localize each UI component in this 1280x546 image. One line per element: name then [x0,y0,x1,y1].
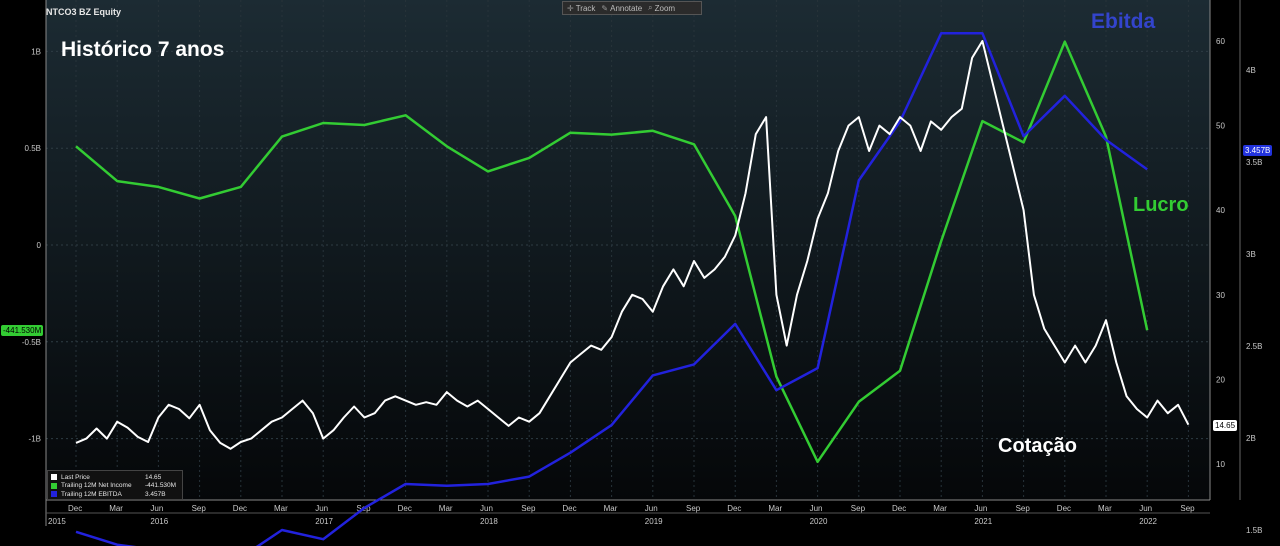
x-tick-label: Dec [233,504,247,513]
legend-swatch [51,474,57,481]
series-line-last-price [75,40,1190,450]
year-tick-label: 2017 [315,517,333,526]
left-tick-label: -1B [29,435,41,444]
ebitda-tick-label: 4B [1246,66,1256,75]
x-tick-label: Dec [727,504,741,513]
x-tick-label: Jun [645,504,658,513]
year-tick-label: 2022 [1139,517,1157,526]
year-tick-label: 2018 [480,517,498,526]
legend-item-last-price: Last Price 14.65 [51,473,179,482]
x-tick-label: Sep [192,504,207,513]
x-tick-label: Jun [810,504,823,513]
x-tick-label: Mar [439,504,453,513]
x-tick-label: Mar [604,504,618,513]
price-tick-label: 50 [1216,122,1225,131]
price-tick-label: 40 [1216,206,1225,215]
zoom-label: Zoom [654,3,676,13]
annotate-button[interactable]: ✎ Annotate [601,4,642,13]
chart-toolbar: ✛ Track ✎ Annotate ⌕ Zoom [562,1,702,15]
zoom-button[interactable]: ⌕ Zoom [648,3,675,13]
ebitda-tick-label: 1.5B [1246,526,1262,535]
legend-swatch [51,482,57,489]
x-tick-label: Jun [150,504,163,513]
cotacao-annotation: Cotação [998,435,1077,457]
x-tick-label: Jun [1139,504,1152,513]
x-tick-label: Jun [315,504,328,513]
year-tick-label: 2021 [974,517,992,526]
x-tick-label: Mar [1098,504,1112,513]
ebitda-tick-label: 2.5B [1246,342,1262,351]
ebitda-tick-label: 3B [1246,250,1256,259]
series-line-trailing-12m-ebitda [75,31,1148,546]
x-tick-label: Sep [851,504,866,513]
net-income-value-tag: -441.530M [1,325,44,336]
year-tick-label: 2020 [810,517,828,526]
year-tick-label: 2015 [48,517,66,526]
ebitda-tick-label: 3.5B [1246,158,1262,167]
legend-label: Trailing 12M EBITDA [61,490,122,498]
x-tick-label: Sep [1180,504,1195,513]
crosshair-icon: ✛ [567,3,574,13]
x-tick-label: Mar [274,504,288,513]
lucro-annotation: Lucro [1133,194,1189,216]
year-tick-label: 2019 [645,517,663,526]
price-tick-label: 30 [1216,291,1225,300]
x-tick-label: Mar [109,504,123,513]
x-tick-label: Mar [768,504,782,513]
legend-label: Trailing 12M Net Income [61,482,132,490]
x-tick-label: Dec [562,504,576,513]
left-tick-label: 0 [37,241,42,250]
price-tick-label: 10 [1216,460,1225,469]
historico-annotation: Histórico 7 anos [61,38,225,61]
x-tick-label: Mar [933,504,947,513]
legend-value: -441.530M [145,482,177,490]
x-tick-label: Sep [686,504,701,513]
track-button[interactable]: ✛ Track [567,4,595,13]
x-tick-label: Dec [398,504,412,513]
legend-value: 3.457B [145,490,166,498]
annotate-label: Annotate [610,3,643,13]
x-tick-label: Dec [892,504,906,513]
chart-legend: Last Price 14.65 Trailing 12M Net Income… [47,470,183,500]
left-tick-label: 0.5B [25,144,41,153]
pencil-icon: ✎ [601,3,609,13]
x-tick-label: Jun [480,504,493,513]
year-tick-label: 2016 [150,517,168,526]
series-line-trailing-12m-net-income [75,40,1149,464]
price-tick-label: 20 [1216,375,1225,384]
security-title: NTCO3 BZ Equity [46,7,122,17]
legend-label: Last Price [61,473,90,481]
legend-item-net-income: Trailing 12M Net Income -441.530M [51,482,179,491]
ebitda-annotation: Ebitda [1091,10,1156,33]
ebitda-tick-label: 2B [1246,434,1256,443]
x-tick-label: Dec [68,504,82,513]
x-tick-label: Jun [974,504,987,513]
legend-item-ebitda: Trailing 12M EBITDA 3.457B [51,490,179,499]
magnifier-icon: ⌕ [648,3,653,12]
plot-area [46,0,1210,500]
ebitda-value-tag: 3.457B [1243,145,1273,156]
legend-value: 14.65 [145,473,162,481]
left-tick-label: -0.5B [22,338,41,347]
price-tick-label: 60 [1216,37,1225,46]
legend-swatch [51,491,57,498]
x-tick-label: Dec [1057,504,1071,513]
price-value-tag: 14.65 [1213,420,1238,431]
track-label: Track [575,3,596,13]
left-tick-label: 1B [31,47,41,56]
x-tick-label: Sep [1016,504,1031,513]
x-tick-label: Sep [521,504,536,513]
